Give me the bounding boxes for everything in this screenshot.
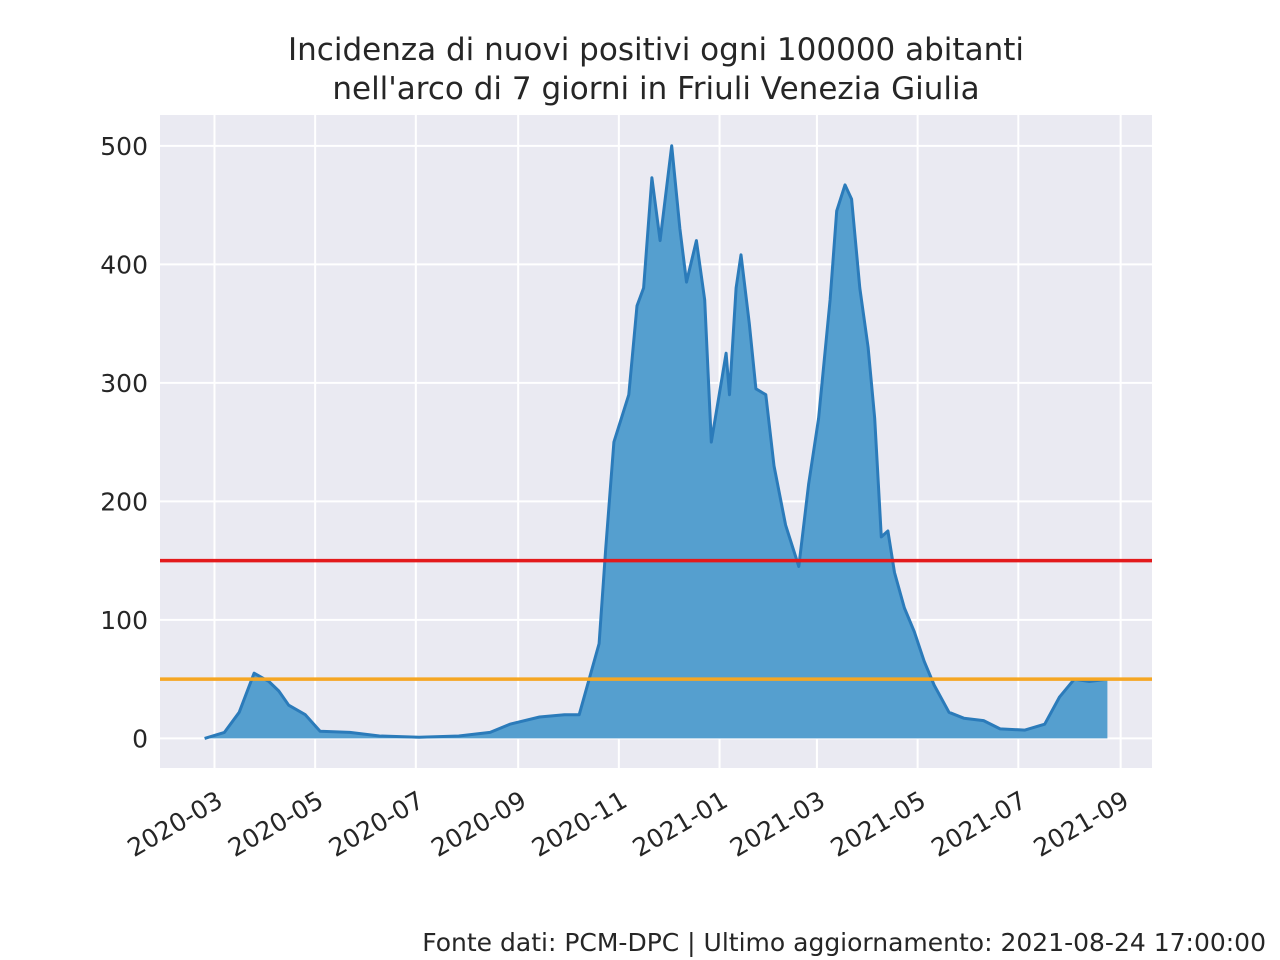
x-tick-label: 2020-05: [223, 785, 328, 862]
y-tick-label: 300: [100, 369, 148, 398]
x-tick-label: 2020-09: [426, 785, 531, 862]
y-tick-label: 400: [100, 250, 148, 279]
x-tick-label: 2021-01: [628, 785, 733, 862]
x-tick-label: 2020-07: [324, 785, 429, 862]
area: [204, 145, 1108, 739]
y-tick-label: 200: [100, 487, 148, 516]
x-tick-label: 2020-11: [527, 785, 632, 862]
footer: Fonte dati: PCM-DPC | Ultimo aggiornamen…: [422, 928, 1266, 957]
x-tick-label: 2021-03: [725, 785, 830, 862]
x-tick-label: 2020-03: [122, 785, 227, 862]
x-tick-label: 2021-07: [926, 785, 1031, 862]
x-tick-label: 2021-09: [1029, 785, 1134, 862]
chart-title: Incidenza di nuovi positivi ogni 100000 …: [288, 32, 1024, 68]
chart-title: nell'arco di 7 giorni in Friuli Venezia …: [332, 71, 979, 107]
line: [204, 144, 1108, 740]
y-tick-label: 500: [100, 132, 148, 161]
y-tick-label: 0: [132, 724, 148, 753]
x-tick-label: 2021-05: [826, 785, 931, 862]
y-tick-label: 100: [100, 606, 148, 635]
